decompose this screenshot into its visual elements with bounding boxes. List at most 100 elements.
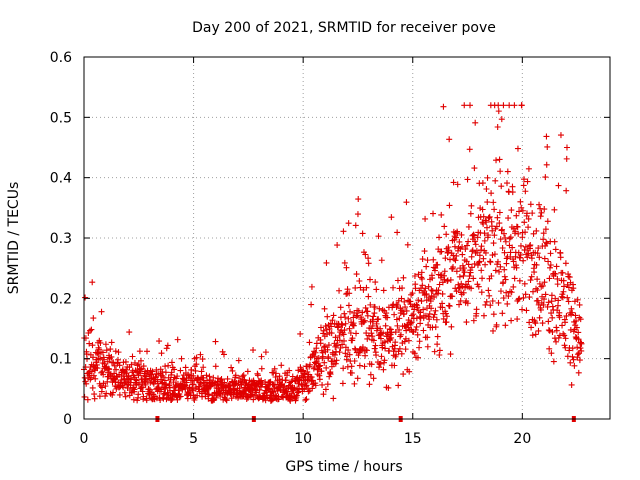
- data-point: [384, 314, 391, 321]
- data-point: [390, 284, 397, 291]
- data-point: [494, 214, 501, 221]
- data-point: [140, 393, 147, 400]
- data-point: [340, 331, 347, 338]
- data-point: [564, 294, 571, 301]
- data-point: [405, 337, 412, 344]
- data-point: [548, 298, 555, 305]
- data-point: [362, 304, 369, 311]
- data-point: [322, 343, 329, 350]
- data-point: [559, 322, 566, 329]
- data-point: [488, 273, 495, 280]
- data-point: [514, 145, 521, 152]
- data-point: [174, 396, 181, 403]
- data-point: [271, 365, 278, 372]
- data-point: [344, 286, 351, 293]
- data-point: [372, 279, 379, 286]
- data-point: [489, 227, 496, 234]
- data-point: [188, 366, 195, 373]
- data-point: [492, 267, 499, 274]
- data-point: [89, 342, 96, 349]
- data-point: [363, 347, 370, 354]
- data-point: [453, 252, 460, 259]
- data-point: [545, 327, 552, 334]
- data-point: [414, 304, 421, 311]
- data-point: [413, 301, 420, 308]
- data-point: [135, 391, 142, 398]
- data-point: [478, 243, 485, 250]
- data-point: [191, 396, 198, 403]
- data-point: [463, 319, 470, 326]
- data-point: [417, 309, 424, 316]
- data-point: [131, 386, 138, 393]
- data-point: [320, 391, 327, 398]
- data-point: [480, 220, 487, 227]
- data-point: [391, 362, 398, 369]
- data-point: [363, 284, 370, 291]
- data-point: [466, 273, 473, 280]
- data-point: [456, 238, 463, 245]
- data-point: [490, 199, 497, 206]
- data-point: [430, 210, 437, 217]
- data-point: [545, 318, 552, 325]
- data-point: [168, 397, 175, 404]
- data-point: [570, 285, 577, 292]
- data-point: [342, 320, 349, 327]
- data-point: [428, 287, 435, 294]
- data-point: [484, 199, 491, 206]
- data-point: [483, 298, 490, 305]
- data-point: [500, 295, 507, 302]
- data-point: [435, 287, 442, 294]
- data-point: [441, 268, 448, 275]
- data-point: [174, 373, 181, 380]
- data-point: [497, 288, 504, 295]
- data-point: [535, 327, 542, 334]
- data-point: [574, 296, 581, 303]
- data-point: [456, 301, 463, 308]
- data-point: [571, 362, 578, 369]
- data-point: [528, 324, 535, 331]
- data-point: [342, 350, 349, 357]
- data-point: [481, 230, 488, 237]
- data-point: [317, 340, 324, 347]
- data-point: [319, 381, 326, 388]
- data-point: [258, 353, 265, 360]
- data-point: [518, 204, 525, 211]
- data-point: [229, 367, 236, 374]
- data-point: [337, 304, 344, 311]
- x-tick-label: 10: [294, 431, 312, 447]
- data-point: [336, 337, 343, 344]
- data-point: [469, 247, 476, 254]
- data-point: [373, 286, 380, 293]
- data-point: [442, 310, 449, 317]
- data-point: [567, 359, 574, 366]
- data-point: [293, 392, 300, 399]
- data-point: [517, 251, 524, 258]
- data-point: [394, 229, 401, 236]
- data-point: [223, 397, 230, 404]
- data-point: [369, 333, 376, 340]
- data-point: [395, 382, 402, 389]
- data-point: [340, 337, 347, 344]
- data-point: [552, 270, 559, 277]
- y-axis-label: SRMTID / TECUs: [6, 182, 22, 295]
- data-point: [471, 260, 478, 267]
- data-point: [480, 213, 487, 220]
- data-point: [446, 136, 453, 143]
- data-point: [403, 307, 410, 314]
- data-point: [472, 119, 479, 126]
- data-point: [336, 287, 343, 294]
- data-point: [527, 242, 534, 249]
- data-point: [192, 367, 199, 374]
- data-point: [365, 255, 372, 262]
- data-point: [415, 297, 422, 304]
- data-point: [316, 376, 323, 383]
- data-point: [359, 344, 366, 351]
- data-point: [432, 307, 439, 314]
- data-point: [509, 244, 516, 251]
- data-point: [113, 366, 120, 373]
- x-tick-label: 0: [80, 431, 89, 447]
- data-point: [275, 395, 282, 402]
- data-point: [291, 384, 298, 391]
- data-point: [533, 227, 540, 234]
- data-point: [339, 341, 346, 348]
